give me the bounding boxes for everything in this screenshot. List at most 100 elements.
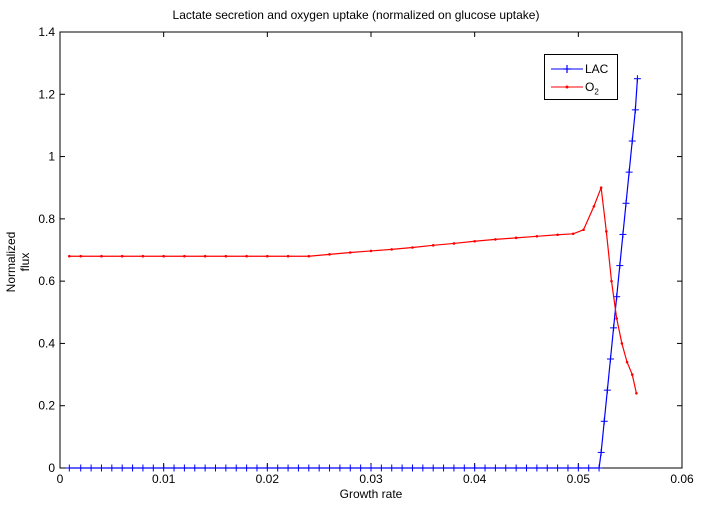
data-point-o2 — [100, 254, 103, 258]
data-point-lac — [294, 464, 302, 472]
data-point-o2 — [79, 254, 83, 258]
data-point-o2 — [203, 254, 207, 258]
y-tick-label: 1.4 — [38, 25, 55, 39]
y-tick-label: 0 — [48, 461, 55, 475]
data-point-lac — [633, 75, 641, 83]
data-point-lac — [336, 464, 344, 472]
data-point-lac — [613, 293, 621, 301]
data-point-lac — [253, 464, 261, 472]
legend-label-lac: LAC — [585, 62, 609, 76]
data-point-o2 — [245, 254, 248, 258]
data-point-o2 — [473, 239, 476, 243]
data-point-lac — [512, 464, 520, 472]
data-point-lac — [595, 464, 603, 472]
data-point-lac — [139, 464, 147, 472]
data-point-lac — [149, 464, 157, 472]
data-point-lac — [284, 464, 292, 472]
data-point-lac — [232, 464, 240, 472]
data-point-lac — [367, 464, 375, 472]
data-point-lac — [610, 324, 618, 332]
y-tick-label: 0.6 — [38, 274, 55, 288]
data-point-lac — [533, 464, 541, 472]
data-point-lac — [631, 106, 639, 114]
data-point-o2 — [328, 253, 331, 256]
data-point-lac — [305, 464, 313, 472]
x-tick-label: 0.04 — [463, 472, 487, 486]
data-point-o2 — [348, 251, 352, 254]
data-point-lac — [523, 464, 530, 472]
data-point-lac — [616, 262, 624, 270]
data-point-lac — [398, 464, 406, 472]
data-point-lac — [326, 464, 334, 472]
data-point-lac — [585, 464, 593, 472]
y-axis-label: Normalized flux — [4, 231, 32, 293]
data-point-lac — [597, 448, 605, 456]
data-point-o2 — [630, 373, 634, 376]
data-point-lac — [429, 464, 437, 472]
data-point-o2 — [68, 254, 71, 258]
data-point-o2 — [625, 360, 629, 364]
legend-label-o2: O2 — [585, 80, 599, 97]
data-point-lac — [625, 168, 633, 176]
data-point-lac — [222, 464, 230, 472]
data-point-o2 — [452, 242, 456, 245]
data-point-o2 — [514, 236, 518, 240]
data-point-lac — [65, 464, 73, 472]
data-point-o2 — [120, 254, 124, 258]
data-point-o2 — [592, 205, 596, 208]
data-point-lac — [622, 199, 630, 207]
data-point-lac — [440, 464, 448, 472]
data-point-lac — [564, 464, 572, 472]
data-point-lac — [450, 464, 458, 472]
data-point-o2 — [615, 317, 618, 320]
data-point-lac — [491, 464, 499, 472]
data-point-lac — [574, 464, 582, 472]
data-point-o2 — [369, 249, 373, 253]
data-point-lac — [543, 464, 551, 472]
y-tick-label: 0.2 — [38, 399, 55, 413]
data-point-o2 — [582, 228, 585, 232]
data-point-o2 — [390, 248, 394, 251]
data-point-lac — [357, 464, 365, 472]
data-point-o2 — [431, 244, 435, 247]
data-point-lac — [263, 464, 271, 472]
data-point-lac — [606, 355, 614, 363]
data-point-lac — [108, 464, 116, 472]
legend-entry-lac: LAC — [545, 61, 619, 77]
data-point-lac — [554, 464, 562, 472]
data-point-o2 — [571, 232, 575, 236]
data-point-o2 — [141, 254, 145, 258]
data-point-lac — [460, 464, 468, 472]
data-point-lac — [118, 464, 126, 472]
data-point-o2 — [183, 254, 186, 258]
data-point-o2 — [635, 391, 638, 395]
data-point-lac — [243, 464, 251, 472]
data-point-lac — [600, 417, 608, 425]
data-point-lac — [628, 137, 636, 145]
data-point-o2 — [556, 233, 559, 237]
data-point-lac — [481, 464, 489, 472]
data-point-lac — [346, 464, 354, 472]
y-tick-label: 1.2 — [38, 87, 55, 101]
legend-entry-o2: O2 — [545, 79, 619, 96]
data-point-o2 — [605, 230, 608, 233]
y-tick-label: 0.4 — [38, 336, 55, 350]
data-point-o2 — [411, 246, 414, 249]
data-point-o2 — [266, 254, 269, 258]
legend-swatch-lac — [551, 65, 583, 73]
data-point-lac — [315, 464, 323, 472]
data-point-lac — [201, 464, 209, 472]
data-point-o2 — [162, 254, 165, 258]
x-tick-label: 0 — [57, 472, 64, 486]
data-point-o2 — [535, 234, 539, 238]
data-point-lac — [603, 386, 611, 394]
data-point-lac — [471, 464, 479, 472]
x-tick-label: 0.02 — [256, 472, 280, 486]
x-axis-label: Growth rate — [339, 487, 403, 501]
data-point-lac — [274, 464, 282, 472]
y-tick-label: 0.8 — [38, 212, 55, 226]
data-point-o2 — [307, 254, 311, 258]
data-point-o2 — [286, 254, 290, 258]
data-point-lac — [212, 464, 219, 472]
